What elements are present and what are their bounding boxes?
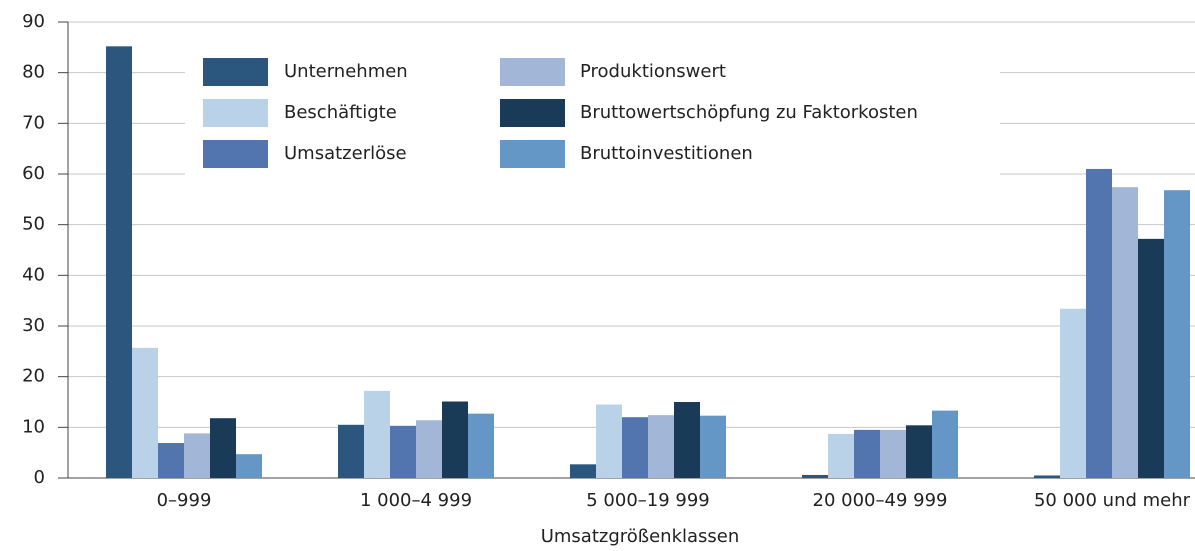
legend-label: Beschäftigte	[284, 102, 397, 123]
bar	[854, 429, 880, 478]
bar	[648, 415, 674, 478]
y-tick-label: 0	[34, 467, 45, 488]
bar	[674, 402, 700, 478]
y-tick-label: 70	[22, 112, 45, 133]
bar	[622, 417, 648, 478]
bar	[158, 443, 184, 478]
bar	[236, 454, 262, 478]
bar	[802, 474, 828, 478]
bar	[570, 464, 596, 478]
legend-label: Unternehmen	[284, 61, 408, 82]
bar	[132, 347, 158, 478]
y-tick-label: 90	[22, 11, 45, 32]
legend-swatch	[203, 58, 268, 86]
bar	[1164, 190, 1190, 479]
legend-swatch	[500, 99, 565, 127]
bar	[1060, 308, 1086, 478]
bar	[828, 433, 854, 478]
x-tick-label: 1 000–4 999	[360, 490, 472, 511]
bar	[210, 418, 236, 478]
x-tick-label: 0–999	[157, 490, 212, 511]
bar	[390, 425, 416, 478]
bar	[1112, 187, 1138, 478]
bar	[700, 415, 726, 478]
x-tick-label: 20 000–49 999	[813, 490, 948, 511]
legend-label: Umsatzerlöse	[284, 143, 407, 164]
legend-background	[185, 46, 1000, 180]
bar	[596, 404, 622, 478]
x-tick-label: 5 000–19 999	[586, 490, 710, 511]
legend-swatch	[500, 58, 565, 86]
bar	[184, 433, 210, 478]
legend-label: Produktionswert	[580, 61, 726, 82]
bar	[880, 429, 906, 478]
bar	[1034, 475, 1060, 478]
legend-swatch	[203, 99, 268, 127]
y-tick-label: 80	[22, 62, 45, 83]
bar	[416, 420, 442, 478]
legend-swatch	[500, 140, 565, 168]
bar	[932, 410, 958, 478]
legend-label: Bruttowertschöpfung zu Faktorkosten	[580, 102, 918, 123]
bar	[1086, 168, 1112, 478]
y-tick-label: 40	[22, 264, 45, 285]
bar	[364, 390, 390, 478]
y-tick-label: 30	[22, 315, 45, 336]
bar	[338, 424, 364, 478]
y-tick-label: 60	[22, 163, 45, 184]
bar	[1138, 238, 1164, 478]
y-tick-label: 50	[22, 214, 45, 235]
legend-swatch	[203, 140, 268, 168]
y-tick-label: 10	[22, 416, 45, 437]
legend-label: Bruttoinvestitionen	[580, 143, 753, 164]
bar	[906, 425, 932, 478]
bar	[442, 401, 468, 478]
bar	[106, 46, 132, 478]
x-axis-label: Umsatzgrößenklassen	[541, 526, 740, 547]
y-tick-label: 20	[22, 366, 45, 387]
x-tick-label: 50 000 und mehr	[1034, 490, 1191, 511]
bar	[468, 413, 494, 478]
